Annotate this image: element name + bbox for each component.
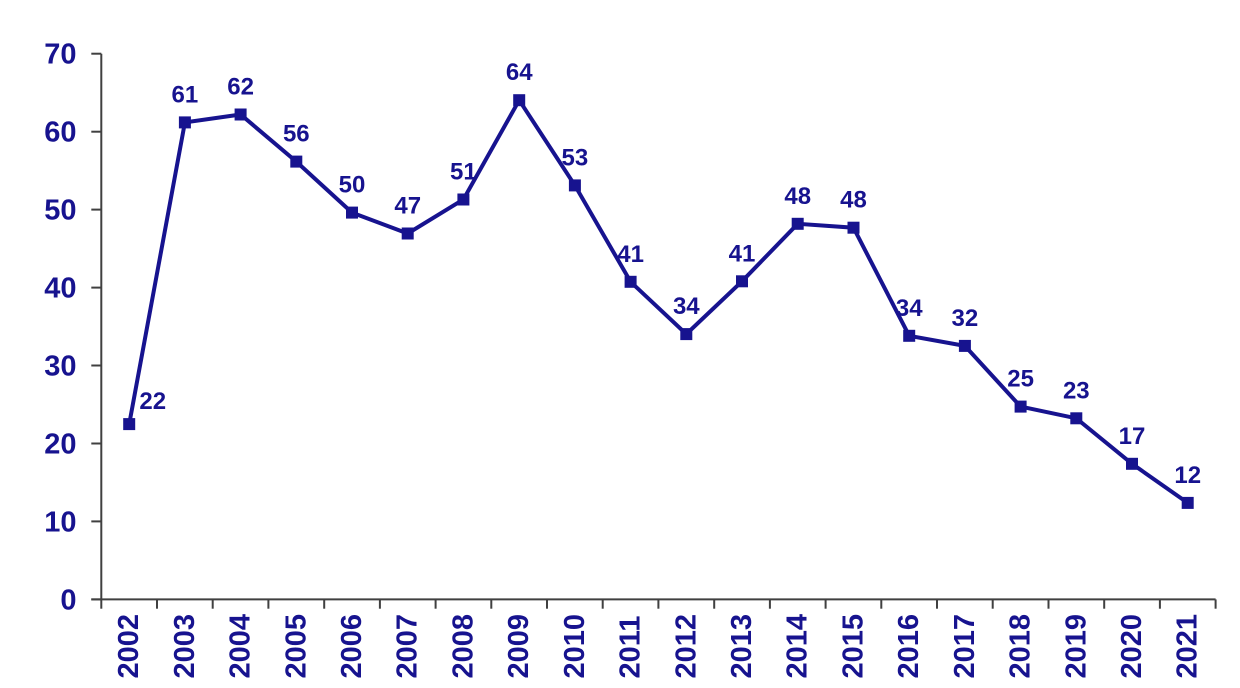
- svg-text:56: 56: [283, 121, 310, 148]
- svg-text:32: 32: [952, 305, 979, 332]
- svg-text:20: 20: [44, 429, 76, 461]
- svg-text:47: 47: [394, 193, 421, 220]
- svg-text:25: 25: [1007, 366, 1034, 393]
- svg-text:34: 34: [673, 293, 700, 320]
- svg-text:2018: 2018: [1005, 614, 1037, 679]
- svg-text:0: 0: [60, 584, 76, 616]
- svg-text:50: 50: [44, 195, 76, 227]
- svg-text:17: 17: [1119, 423, 1146, 450]
- svg-text:2011: 2011: [615, 616, 647, 679]
- svg-text:60: 60: [44, 117, 76, 149]
- svg-text:2005: 2005: [280, 614, 312, 679]
- svg-text:2002: 2002: [113, 614, 145, 679]
- svg-text:2016: 2016: [893, 614, 925, 679]
- svg-text:2021: 2021: [1172, 614, 1204, 679]
- svg-text:34: 34: [896, 295, 923, 322]
- svg-text:64: 64: [506, 59, 533, 86]
- svg-text:53: 53: [562, 144, 589, 171]
- svg-text:70: 70: [44, 39, 76, 71]
- svg-text:48: 48: [840, 187, 867, 214]
- svg-text:2017: 2017: [949, 614, 981, 679]
- svg-text:40: 40: [44, 273, 76, 305]
- svg-text:2003: 2003: [169, 614, 201, 679]
- svg-text:41: 41: [617, 241, 644, 268]
- svg-text:10: 10: [44, 506, 76, 538]
- svg-text:23: 23: [1063, 377, 1090, 404]
- svg-text:50: 50: [339, 172, 366, 199]
- svg-text:2019: 2019: [1060, 614, 1092, 679]
- svg-text:2020: 2020: [1116, 614, 1148, 679]
- svg-text:61: 61: [172, 81, 199, 108]
- svg-text:2004: 2004: [225, 614, 257, 679]
- svg-text:22: 22: [139, 388, 166, 415]
- svg-text:51: 51: [450, 159, 477, 186]
- svg-text:41: 41: [729, 240, 756, 267]
- svg-text:2015: 2015: [838, 614, 870, 679]
- svg-text:2010: 2010: [559, 614, 591, 679]
- svg-text:2012: 2012: [670, 614, 702, 679]
- svg-text:30: 30: [44, 351, 76, 383]
- svg-text:2013: 2013: [726, 614, 758, 679]
- svg-text:2014: 2014: [782, 614, 814, 679]
- svg-text:12: 12: [1174, 462, 1201, 489]
- svg-text:2006: 2006: [336, 614, 368, 679]
- svg-text:2007: 2007: [392, 614, 424, 679]
- svg-text:48: 48: [784, 183, 811, 210]
- svg-text:2009: 2009: [503, 614, 535, 679]
- svg-text:2008: 2008: [447, 614, 479, 679]
- svg-text:62: 62: [227, 74, 254, 101]
